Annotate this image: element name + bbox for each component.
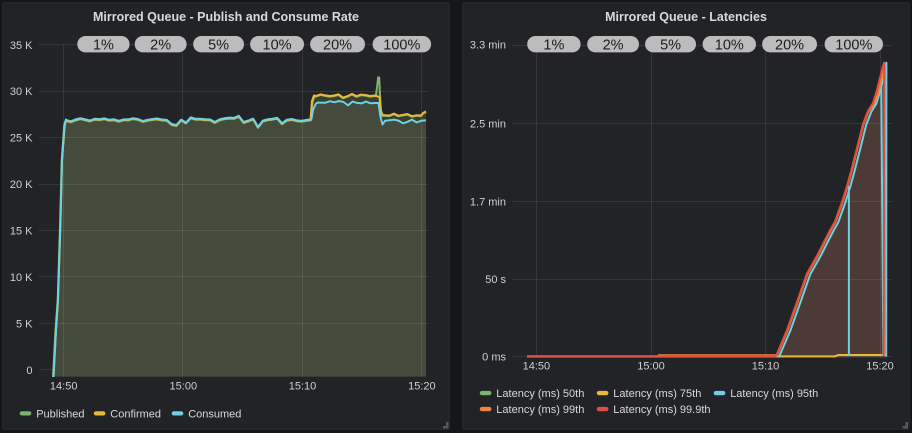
- svg-text:20%: 20%: [323, 37, 352, 53]
- svg-text:3.3 min: 3.3 min: [470, 40, 506, 52]
- svg-text:Confirmed: Confirmed: [110, 408, 161, 420]
- svg-text:15:00: 15:00: [170, 381, 198, 393]
- svg-text:15:20: 15:20: [866, 361, 894, 373]
- svg-text:Latency (ms) 99.9th: Latency (ms) 99.9th: [613, 404, 710, 416]
- svg-text:35 K: 35 K: [10, 40, 33, 52]
- svg-text:5 K: 5 K: [16, 319, 33, 331]
- svg-text:2%: 2%: [603, 37, 624, 53]
- svg-text:20%: 20%: [775, 37, 804, 53]
- svg-text:Published: Published: [36, 408, 84, 420]
- svg-text:5%: 5%: [660, 37, 681, 53]
- svg-text:Latency (ms) 95th: Latency (ms) 95th: [730, 388, 818, 400]
- svg-text:0: 0: [26, 365, 32, 377]
- svg-text:15:20: 15:20: [408, 381, 436, 393]
- svg-text:0 ms: 0 ms: [482, 352, 506, 364]
- svg-text:14:50: 14:50: [523, 361, 551, 373]
- svg-text:10 K: 10 K: [10, 272, 33, 284]
- svg-text:10%: 10%: [263, 37, 292, 53]
- svg-text:1%: 1%: [93, 37, 114, 53]
- svg-text:30 K: 30 K: [10, 86, 33, 98]
- svg-text:Mirrored Queue - Publish and C: Mirrored Queue - Publish and Consume Rat…: [93, 10, 359, 24]
- svg-text:10%: 10%: [715, 37, 744, 53]
- svg-text:Latency (ms) 50th: Latency (ms) 50th: [496, 388, 584, 400]
- svg-text:100%: 100%: [383, 37, 420, 53]
- svg-text:25 K: 25 K: [10, 133, 33, 145]
- svg-text:2.5 min: 2.5 min: [470, 119, 506, 131]
- svg-text:100%: 100%: [835, 37, 872, 53]
- svg-text:15:00: 15:00: [637, 361, 665, 373]
- svg-text:15 K: 15 K: [10, 226, 33, 238]
- svg-text:15:10: 15:10: [289, 381, 317, 393]
- svg-text:14:50: 14:50: [50, 381, 78, 393]
- svg-text:Latency (ms) 99th: Latency (ms) 99th: [496, 404, 584, 416]
- svg-text:Latency (ms) 75th: Latency (ms) 75th: [613, 388, 701, 400]
- svg-text:2%: 2%: [150, 37, 171, 53]
- svg-text:Mirrored Queue - Latencies: Mirrored Queue - Latencies: [605, 10, 767, 24]
- svg-text:50 s: 50 s: [485, 274, 506, 286]
- svg-text:1.7 min: 1.7 min: [470, 196, 506, 208]
- svg-text:5%: 5%: [208, 37, 229, 53]
- svg-text:Consumed: Consumed: [188, 408, 241, 420]
- svg-text:15:10: 15:10: [752, 361, 780, 373]
- svg-text:20 K: 20 K: [10, 179, 33, 191]
- svg-text:1%: 1%: [543, 37, 564, 53]
